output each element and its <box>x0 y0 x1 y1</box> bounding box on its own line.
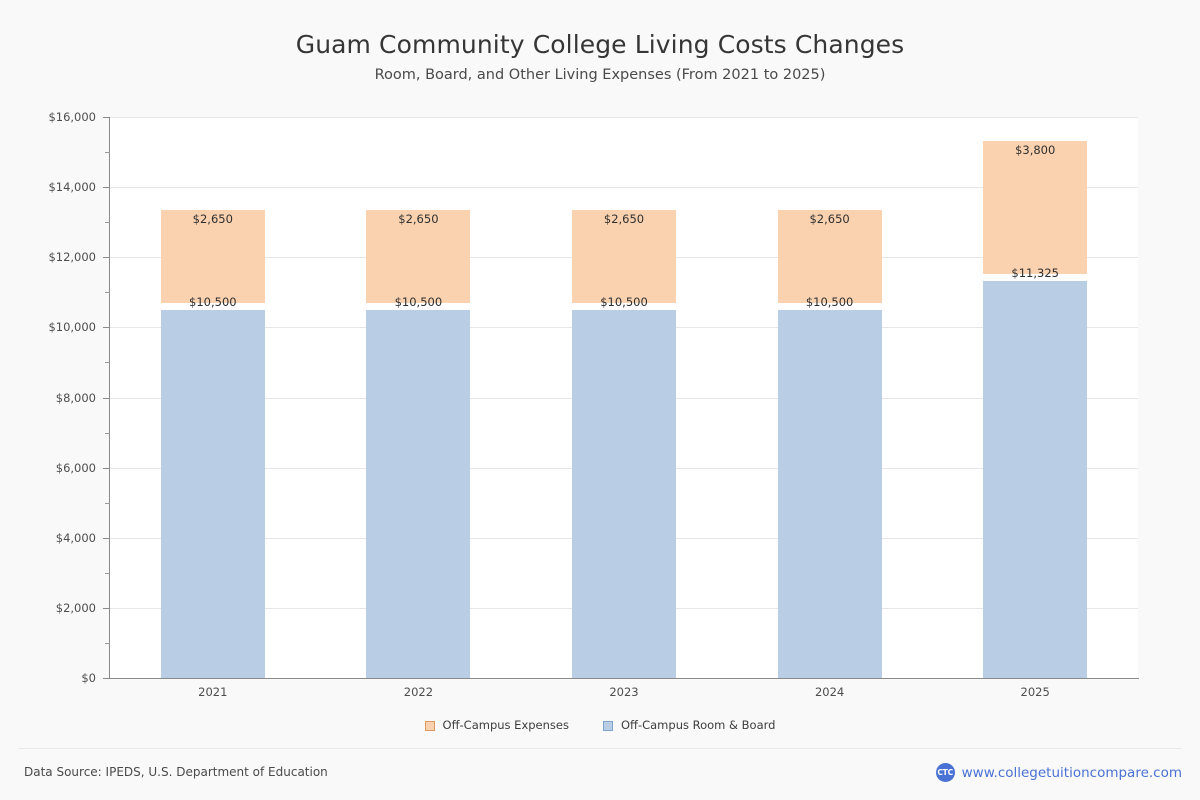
legend-swatch-expenses <box>424 720 435 731</box>
chart-title: Guam Community College Living Costs Chan… <box>295 30 905 59</box>
bar-value-label-room-board: $10,500 <box>600 294 648 309</box>
y-axis-tick-major <box>103 257 110 259</box>
y-axis-tick-major <box>103 467 110 469</box>
bar-group[interactable]: $11,325 $3,800 <box>983 117 1088 678</box>
y-axis-label: $2,000 <box>55 600 96 615</box>
y-axis-tick-minor <box>105 292 110 294</box>
y-axis-label: $8,000 <box>55 390 96 405</box>
bar-value-label-room-board: $10,500 <box>189 294 237 309</box>
bar-value-label-expenses: $3,800 <box>1015 142 1056 157</box>
y-axis-tick-minor <box>105 642 110 644</box>
bar-segment-expenses[interactable] <box>160 209 265 303</box>
x-axis-label: 2022 <box>403 685 434 699</box>
bar-group[interactable]: $10,500 $2,650 <box>160 117 265 678</box>
gridline <box>110 117 1138 118</box>
bar-value-label-expenses: $2,650 <box>192 211 233 226</box>
y-axis-tick-major <box>103 678 110 679</box>
bar-segment-expenses[interactable] <box>366 209 471 303</box>
brand-url-link[interactable]: www.collegetuitioncompare.com <box>961 764 1182 781</box>
ctc-logo-label: CTC <box>937 767 953 777</box>
y-axis-tick-major <box>103 607 110 609</box>
legend-item[interactable]: Off-Campus Expenses <box>424 718 569 732</box>
x-axis-label: 2024 <box>814 685 845 699</box>
bar-segment-expenses[interactable] <box>777 209 882 303</box>
x-axis-label: 2021 <box>198 685 228 699</box>
title-block: Guam Community College Living Costs Chan… <box>0 30 1200 84</box>
bar-segment-room-board[interactable] <box>777 309 882 678</box>
y-axis-label: $16,000 <box>48 110 96 124</box>
legend-item[interactable]: Off-Campus Room & Board <box>602 718 776 732</box>
y-axis-tick-minor <box>105 362 110 364</box>
bar-value-label-room-board: $11,325 <box>1011 265 1059 280</box>
chart-legend: Off-Campus Expenses Off-Campus Room & Boa… <box>0 719 1200 732</box>
bar-segment-room-board[interactable] <box>572 309 676 678</box>
y-axis-label: $0 <box>81 671 96 685</box>
legend-swatch-roomboard <box>602 720 613 731</box>
bar-group[interactable]: $10,500 $2,650 <box>777 117 882 678</box>
y-axis-label: $12,000 <box>48 250 96 265</box>
bar-value-label-expenses: $2,650 <box>398 211 439 226</box>
legend-label: Off-Campus Room & Board <box>620 718 776 732</box>
bar-segment-expenses[interactable] <box>572 209 676 303</box>
bar-segment-room-board[interactable] <box>160 309 265 678</box>
y-axis-label: $6,000 <box>55 460 96 475</box>
bar-value-label-expenses: $2,650 <box>603 211 645 226</box>
y-axis-tick-minor <box>105 152 110 154</box>
bar-value-label-room-board: $10,500 <box>805 294 854 309</box>
bar-segment-room-board[interactable] <box>366 309 471 678</box>
bar-group[interactable]: $10,500 $2,650 <box>366 117 471 678</box>
brand-watermark[interactable]: CTC www.collegetuitioncompare.com <box>935 763 1182 782</box>
data-source-text: Data Source: IPEDS, U.S. Department of E… <box>24 765 328 779</box>
y-axis-tick-major <box>103 117 110 118</box>
legend-label: Off-Campus Expenses <box>442 718 569 732</box>
y-axis-label: $10,000 <box>48 320 96 335</box>
ctc-logo-icon: CTC <box>935 763 955 782</box>
y-axis-tick-minor <box>105 432 110 434</box>
y-axis-tick-minor <box>105 502 110 504</box>
y-axis-tick-major <box>103 397 110 399</box>
bar-group[interactable]: $10,500 $2,650 <box>572 117 676 678</box>
y-axis-tick-major <box>103 537 110 539</box>
gridline <box>110 187 1138 189</box>
y-axis-label: $4,000 <box>55 530 96 545</box>
y-axis-tick-major <box>103 327 110 329</box>
y-axis-tick-minor <box>105 572 110 574</box>
x-axis-line <box>109 678 1139 679</box>
bar-segment-expenses[interactable] <box>983 140 1088 274</box>
x-axis-label: 2025 <box>1020 685 1050 699</box>
plot-area: $10,500 $2,650 $10,500 $2,650 $10,500 $2,650 $… <box>110 117 1138 678</box>
footer-divider <box>18 748 1182 749</box>
x-axis-label: 2023 <box>609 685 639 699</box>
y-axis-tick-minor <box>105 222 110 224</box>
y-axis-tick-major <box>103 187 110 189</box>
bar-value-label-expenses: $2,650 <box>809 211 850 226</box>
bar-segment-room-board[interactable] <box>983 280 1088 678</box>
chart-subtitle: Room, Board, and Other Living Expenses (… <box>374 67 826 83</box>
bar-value-label-room-board: $10,500 <box>394 294 443 309</box>
y-axis-label: $14,000 <box>48 180 96 195</box>
